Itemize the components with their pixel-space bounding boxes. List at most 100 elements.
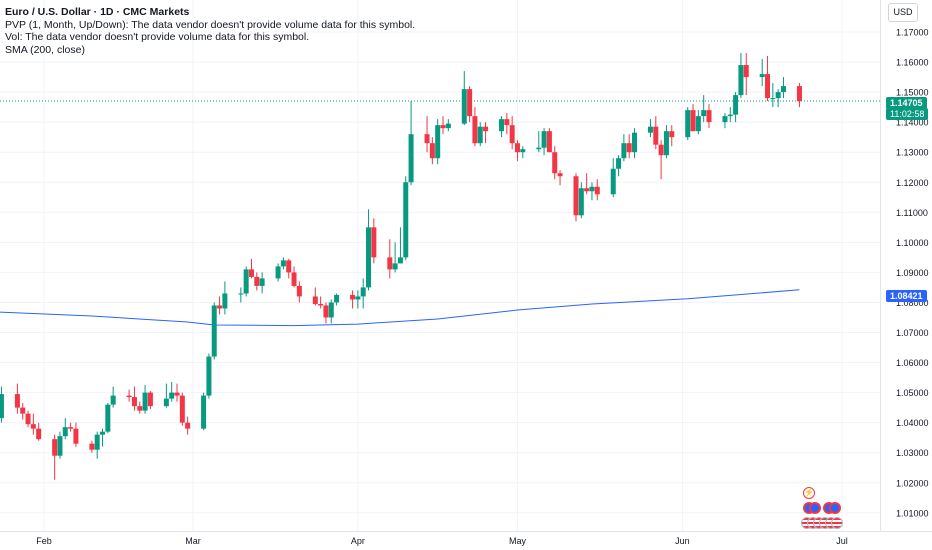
y-tick-label: 1.10000 [896, 238, 929, 248]
y-tick-label: 1.14000 [896, 118, 929, 128]
x-tick-label: Feb [36, 536, 52, 546]
candle-up [360, 287, 366, 297]
candle-up [621, 143, 627, 159]
currency-button[interactable]: USD [888, 3, 918, 22]
candle-up [100, 431, 106, 435]
candle-down [286, 260, 292, 273]
candle-down [217, 305, 223, 309]
candle-up [163, 398, 169, 407]
y-tick-label: 1.07000 [896, 328, 929, 338]
candle-up [685, 110, 691, 138]
x-tick-label: Mar [185, 536, 201, 546]
candle-down [472, 116, 478, 144]
candle-down [690, 110, 696, 132]
y-tick-label: 1.02000 [896, 478, 929, 488]
candle-up [105, 404, 111, 432]
candle-down [584, 188, 590, 192]
candle-down [765, 74, 771, 99]
candle-up [727, 114, 733, 117]
candle-down [440, 125, 446, 129]
candle-up [0, 394, 4, 419]
candle-up [62, 427, 68, 437]
candle-up [201, 395, 207, 429]
candle-down [796, 86, 802, 102]
candle-up [589, 186, 595, 192]
candle-up [206, 356, 212, 396]
candle-down [179, 395, 185, 423]
eu-event-icon[interactable] [829, 502, 841, 514]
y-tick-label: 1.16000 [896, 58, 929, 68]
y-tick-label: 1.17000 [896, 28, 929, 38]
candle-up [211, 305, 217, 357]
candle-down [658, 144, 664, 156]
candle-down [557, 173, 563, 177]
candle-up [461, 89, 467, 124]
candle-up [408, 134, 414, 183]
sma-indicator-label[interactable]: SMA (200, close) [5, 43, 85, 56]
candle-up [169, 392, 175, 399]
y-tick-label: 1.13000 [896, 148, 929, 158]
candle-down [371, 227, 377, 258]
bar-countdown-tag: 11:02:58 [886, 108, 929, 120]
candle-down [669, 131, 675, 138]
y-tick-label: 1.08000 [896, 298, 929, 308]
candle-down [73, 428, 79, 444]
candle-up [770, 98, 776, 100]
candle-down [89, 443, 95, 450]
x-tick-label: Jul [836, 536, 848, 546]
candle-down [14, 394, 20, 408]
candle-down [509, 125, 515, 144]
candle-up [610, 168, 616, 195]
candle-down [323, 305, 329, 318]
candle-down [514, 143, 520, 153]
candle-up [142, 392, 148, 411]
flash-event-icon[interactable]: ⚡ [803, 487, 815, 499]
x-tick-label: Apr [351, 536, 365, 546]
candle-up [334, 294, 340, 303]
candle-down [36, 428, 42, 440]
candle-up [366, 227, 372, 288]
candle-up [445, 123, 451, 129]
y-tick-label: 1.05000 [896, 388, 929, 398]
candle-down [546, 131, 552, 153]
eu-event-icon[interactable] [809, 502, 821, 514]
volume-indicator-note[interactable]: Vol: The data vendor doesn't provide vol… [5, 31, 310, 43]
candle-up [280, 260, 286, 267]
candle-up [701, 110, 707, 117]
pvp-indicator-note[interactable]: PVP (1, Month, Up/Down): The data vendor… [5, 18, 416, 31]
y-tick-label: 1.01000 [896, 508, 929, 518]
symbol-title[interactable]: Euro / U.S. Dollar · 1D · CMC Markets [5, 6, 190, 18]
last-price-tag: 1.14705 [886, 97, 927, 109]
candle-up [780, 86, 786, 93]
candle-up [57, 436, 63, 456]
candle-down [52, 439, 58, 456]
y-tick-label: 1.09000 [896, 268, 929, 278]
candle-down [131, 397, 137, 407]
y-tick-label: 1.15000 [896, 88, 929, 98]
candle-down [291, 272, 297, 286]
y-tick-label: 1.06000 [896, 358, 929, 368]
candle-down [312, 296, 318, 304]
candle-up [632, 132, 638, 153]
candle-down [350, 294, 356, 300]
candle-down [126, 395, 132, 398]
candle-up [499, 119, 505, 132]
us-event-icon[interactable] [831, 517, 843, 529]
y-tick-label: 1.12000 [896, 178, 929, 188]
candle-down [30, 424, 36, 429]
candle-up [647, 126, 653, 133]
y-tick-label: 1.04000 [896, 418, 929, 428]
candle-up [243, 269, 249, 294]
candle-up [578, 188, 584, 216]
candle-down [552, 152, 558, 174]
candle-up [695, 116, 701, 132]
candle-up [355, 296, 361, 300]
candle-down [467, 89, 473, 117]
candle-down [25, 413, 31, 425]
candle-up [238, 293, 244, 295]
candle-up [110, 395, 116, 405]
candle-down [594, 186, 600, 195]
candle-down [653, 126, 659, 145]
